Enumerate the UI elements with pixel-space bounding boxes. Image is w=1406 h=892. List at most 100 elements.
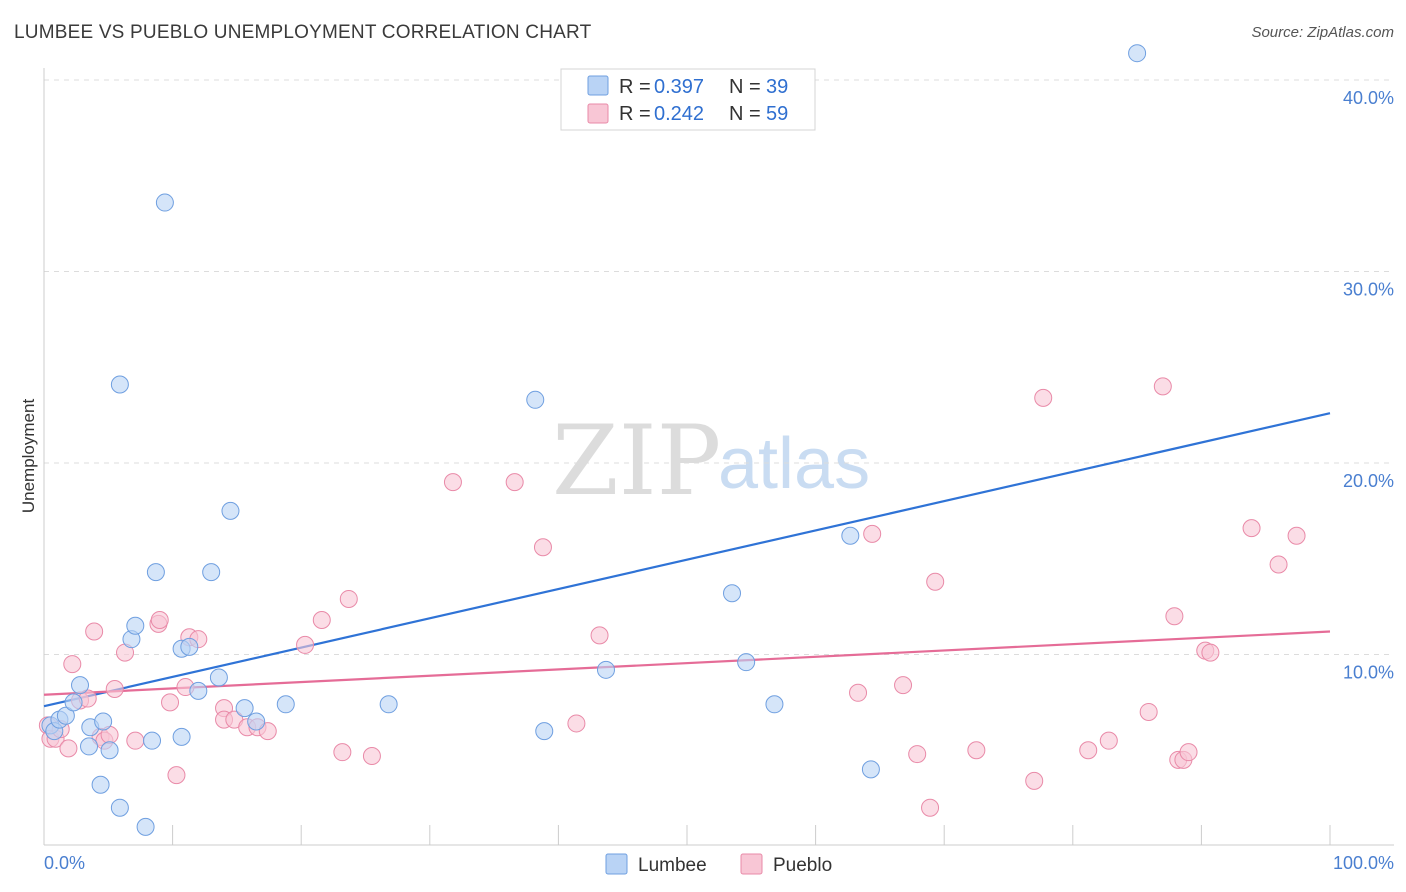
point-lumbee — [91, 775, 110, 794]
point-pueblo — [849, 683, 868, 702]
point-pueblo — [1099, 731, 1118, 750]
point-pueblo — [1034, 388, 1053, 407]
source-credit: Source: ZipAtlas.com — [1251, 24, 1394, 41]
point-lumbee — [221, 501, 240, 520]
point-pueblo — [312, 611, 331, 630]
stats-legend: R = 0.397 N = 39 R = 0.242 N = 59 — [560, 68, 816, 131]
point-lumbee — [100, 741, 119, 760]
legend-n-label-lumbee: N = — [729, 76, 761, 98]
point-pueblo — [105, 679, 124, 698]
point-pueblo — [967, 741, 986, 760]
point-pueblo — [1153, 377, 1172, 396]
point-lumbee — [189, 681, 208, 700]
point-lumbee — [1128, 44, 1147, 63]
y-tick-labels: 10.0% 20.0% 30.0% 40.0% — [1343, 88, 1394, 683]
point-pueblo — [921, 798, 940, 817]
point-lumbee — [861, 760, 880, 779]
point-pueblo — [1025, 771, 1044, 790]
point-pueblo — [908, 745, 927, 764]
point-pueblo — [63, 655, 82, 674]
point-lumbee — [765, 695, 784, 714]
point-pueblo — [1269, 555, 1288, 574]
point-pueblo — [333, 743, 352, 762]
point-lumbee — [126, 616, 145, 635]
point-pueblo — [59, 739, 78, 758]
point-pueblo — [1179, 743, 1198, 762]
gridlines — [44, 79, 1394, 655]
legend-n-value-lumbee: 39 — [766, 76, 788, 98]
point-lumbee — [247, 712, 266, 731]
point-lumbee — [80, 737, 99, 756]
point-lumbee — [180, 637, 199, 656]
point-lumbee — [146, 563, 165, 582]
series-legend: Lumbee Pueblo — [605, 853, 832, 876]
point-pueblo — [443, 473, 462, 492]
point-lumbee — [71, 676, 90, 695]
watermark: ZIP atlas — [552, 405, 870, 517]
bottom-legend-label-pueblo: Pueblo — [773, 855, 832, 876]
y-tick-label: 30.0% — [1343, 280, 1394, 300]
data-points — [38, 44, 1306, 836]
point-lumbee — [841, 526, 860, 545]
point-pueblo — [590, 626, 609, 645]
point-pueblo — [296, 635, 315, 654]
point-pueblo — [362, 746, 381, 765]
point-pueblo — [505, 473, 524, 492]
point-lumbee — [596, 660, 615, 679]
point-lumbee — [136, 817, 155, 836]
bottom-legend-swatch-lumbee — [605, 853, 628, 875]
legend-n-value-pueblo: 59 — [766, 103, 788, 125]
point-pueblo — [533, 538, 552, 557]
point-pueblo — [1201, 643, 1220, 662]
point-pueblo — [1165, 607, 1184, 626]
point-lumbee — [155, 193, 174, 212]
point-lumbee — [209, 668, 228, 687]
watermark-atlas: atlas — [718, 424, 870, 504]
y-axis-title: Unemployment — [19, 399, 38, 514]
point-lumbee — [172, 727, 191, 746]
trend-lines — [43, 412, 1331, 708]
point-pueblo — [1242, 519, 1261, 538]
x-ticks — [172, 825, 1331, 845]
y-tick-label: 10.0% — [1343, 663, 1394, 683]
axes — [43, 68, 1394, 846]
point-lumbee — [94, 712, 113, 731]
point-lumbee — [64, 693, 83, 712]
point-lumbee — [535, 722, 554, 741]
legend-r-label-lumbee: R = — [619, 76, 651, 98]
point-pueblo — [161, 693, 180, 712]
chart-title: LUMBEE VS PUEBLO UNEMPLOYMENT CORRELATIO… — [14, 22, 592, 43]
point-pueblo — [567, 714, 586, 733]
point-lumbee — [737, 653, 756, 672]
trend-line-pueblo — [43, 630, 1331, 696]
legend-n-label-pueblo: N = — [729, 103, 761, 125]
point-lumbee — [235, 699, 254, 718]
point-pueblo — [1079, 741, 1098, 760]
point-lumbee — [379, 695, 398, 714]
point-pueblo — [1287, 526, 1306, 545]
x-tick-label-max: 100.0% — [1333, 853, 1394, 873]
point-pueblo — [126, 731, 145, 750]
legend-r-value-pueblo: 0.242 — [654, 103, 704, 125]
bottom-legend-swatch-pueblo — [740, 853, 763, 875]
bottom-legend-label-lumbee: Lumbee — [638, 855, 707, 876]
point-lumbee — [526, 390, 545, 409]
point-lumbee — [56, 706, 75, 725]
point-pueblo — [150, 611, 169, 630]
point-lumbee — [110, 375, 129, 394]
legend-r-label-pueblo: R = — [619, 103, 651, 125]
point-lumbee — [110, 798, 129, 817]
point-pueblo — [85, 622, 104, 641]
point-pueblo — [1139, 702, 1158, 721]
trend-line-lumbee — [43, 412, 1331, 708]
point-pueblo — [926, 572, 945, 591]
point-lumbee — [723, 584, 742, 603]
point-pueblo — [339, 589, 358, 608]
point-pueblo — [258, 722, 277, 741]
y-tick-label: 20.0% — [1343, 471, 1394, 491]
point-pueblo — [167, 766, 186, 785]
legend-swatch-pueblo — [587, 103, 609, 124]
point-lumbee — [202, 563, 221, 582]
point-pueblo — [863, 524, 882, 543]
